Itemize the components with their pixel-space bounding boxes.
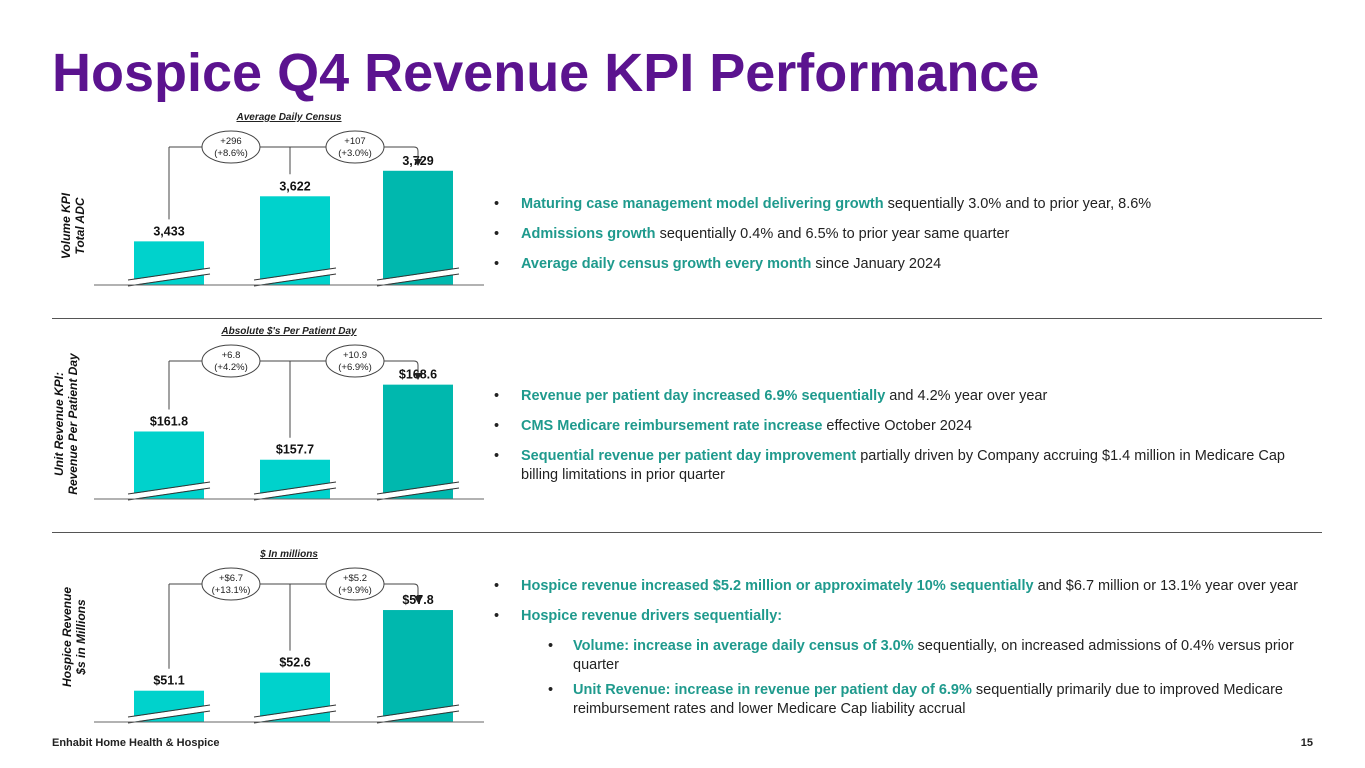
change-percent: (+9.9%) — [338, 585, 372, 596]
axis-break-line — [376, 267, 460, 281]
sub-bullet-item: Volume: increase in average daily census… — [494, 637, 1314, 675]
arrow-head — [414, 373, 422, 380]
axis-break — [376, 482, 460, 500]
x-tick-label: (Q4 '24) — [401, 291, 435, 292]
bullet-item: Sequential revenue per patient day impro… — [494, 447, 1314, 485]
change-value: +107 — [344, 136, 365, 147]
data-label: $161.8 — [150, 414, 188, 428]
connector-line — [413, 583, 419, 600]
axis-break — [127, 268, 211, 286]
bullet-item: Hospice revenue increased $5.2 million o… — [494, 577, 1314, 596]
axis-break-line — [253, 710, 337, 724]
bar — [383, 384, 453, 499]
data-label: $51.1 — [153, 674, 184, 688]
axis-break-line — [127, 273, 211, 287]
x-tick-label: (Q4 '24) — [401, 728, 435, 729]
section-divider — [52, 318, 1322, 319]
chart-title: $ In millions — [259, 549, 318, 560]
change-percent: (+3.0%) — [338, 148, 372, 159]
axis-break-line — [253, 481, 337, 495]
change-percent: (+6.9%) — [338, 362, 372, 373]
axis-break-line — [127, 710, 211, 724]
x-tick-label: Prior Year (Q4 '23) — [128, 291, 210, 292]
connector-line — [413, 360, 419, 377]
axis-break-line — [253, 273, 337, 287]
axis-break — [376, 705, 460, 723]
axis-break-line — [376, 710, 460, 724]
axis-break — [253, 482, 337, 500]
change-oval — [325, 567, 385, 601]
bullets-unit-revenue: Revenue per patient day increased 6.9% s… — [494, 387, 1314, 496]
change-oval — [325, 130, 385, 164]
data-label: $52.6 — [279, 656, 310, 670]
x-tick-label: Prior Year (Q4 '23) — [128, 505, 210, 506]
axis-label-unit-revenue: Unit Revenue KPI: Revenue Per Patient Da… — [52, 353, 80, 495]
data-label: 3,622 — [279, 179, 310, 193]
change-value: +$6.7 — [219, 573, 243, 584]
axis-break-line — [253, 487, 337, 501]
x-tick-label: Prior Qtr (Q3 '24) — [257, 505, 333, 506]
axis-break-line — [376, 704, 460, 718]
arrow-head — [414, 596, 422, 603]
axis-break-line — [127, 481, 211, 495]
change-percent: (+13.1%) — [212, 585, 251, 596]
arrow-head — [414, 159, 422, 166]
chart-title: Absolute $'s Per Patient Day — [220, 326, 357, 337]
change-percent: (+4.2%) — [214, 362, 248, 373]
sub-bullet-item: Unit Revenue: increase in revenue per pa… — [494, 681, 1314, 719]
axis-break — [127, 705, 211, 723]
chart-hospice-revenue: $ In millions $51.1 Prior Year (Q4 '23) $52… — [84, 543, 484, 729]
axis-break — [127, 482, 211, 500]
x-tick-label: Prior Qtr (Q3 '24) — [257, 728, 333, 729]
chart-svg: $ In millions $51.1 Prior Year (Q4 '23) $52… — [94, 549, 484, 729]
change-oval — [325, 344, 385, 378]
change-value: +$5.2 — [343, 573, 367, 584]
page-number: 15 — [1300, 737, 1313, 749]
axis-break — [376, 268, 460, 286]
x-tick-label: Prior Year (Q4 '23) — [128, 728, 210, 729]
axis-break — [253, 268, 337, 286]
bullet-item: Maturing case management model deliverin… — [494, 195, 1314, 214]
bar — [383, 610, 453, 722]
bullet-item: Average daily census growth every month … — [494, 255, 1314, 274]
change-value: +6.8 — [222, 350, 241, 361]
axis-break-line — [376, 487, 460, 501]
data-label: 3,433 — [153, 224, 184, 238]
bullets-volume: Maturing case management model deliverin… — [494, 195, 1314, 285]
page-title: Hospice Q4 Revenue KPI Performance — [52, 43, 1040, 103]
chart-title: Average Daily Census — [235, 112, 341, 123]
axis-break — [253, 705, 337, 723]
chart-average-daily-census: Average Daily Census 3,433 Prior Year (Q4 … — [84, 106, 484, 292]
section-divider — [52, 532, 1322, 533]
x-tick-label: (Q4 '24) — [401, 505, 435, 506]
connector-line — [413, 146, 419, 163]
axis-label-volume: Volume KPI Total ADC — [59, 192, 87, 260]
bullet-item: CMS Medicare reimbursement rate increase… — [494, 417, 1314, 436]
axis-break-line — [253, 704, 337, 718]
footer-company: Enhabit Home Health & Hospice — [52, 737, 220, 749]
data-label: $157.7 — [276, 443, 314, 457]
change-oval — [201, 567, 261, 601]
bullets-hospice-revenue: Hospice revenue increased $5.2 million o… — [494, 577, 1314, 725]
axis-break-line — [127, 267, 211, 281]
x-tick-label: Prior Qtr (Q3 '24) — [257, 291, 333, 292]
change-oval — [201, 130, 261, 164]
change-percent: (+8.6%) — [214, 148, 248, 159]
bullet-item: Hospice revenue drivers sequentially: — [494, 607, 1314, 626]
bullet-item: Revenue per patient day increased 6.9% s… — [494, 387, 1314, 406]
axis-break-line — [376, 273, 460, 287]
bar — [383, 170, 453, 285]
bullet-item: Admissions growth sequentially 0.4% and … — [494, 225, 1314, 244]
axis-break-line — [127, 704, 211, 718]
axis-break-line — [253, 267, 337, 281]
change-value: +10.9 — [343, 350, 367, 361]
change-oval — [201, 344, 261, 378]
axis-break-line — [127, 487, 211, 501]
chart-svg: Absolute $'s Per Patient Day $161.8 Prior … — [94, 326, 484, 506]
chart-revenue-per-patient-day: Absolute $'s Per Patient Day $161.8 Prior … — [84, 320, 484, 506]
change-value: +296 — [220, 136, 241, 147]
axis-break-line — [376, 481, 460, 495]
chart-svg: Average Daily Census 3,433 Prior Year (Q4 … — [94, 112, 484, 292]
